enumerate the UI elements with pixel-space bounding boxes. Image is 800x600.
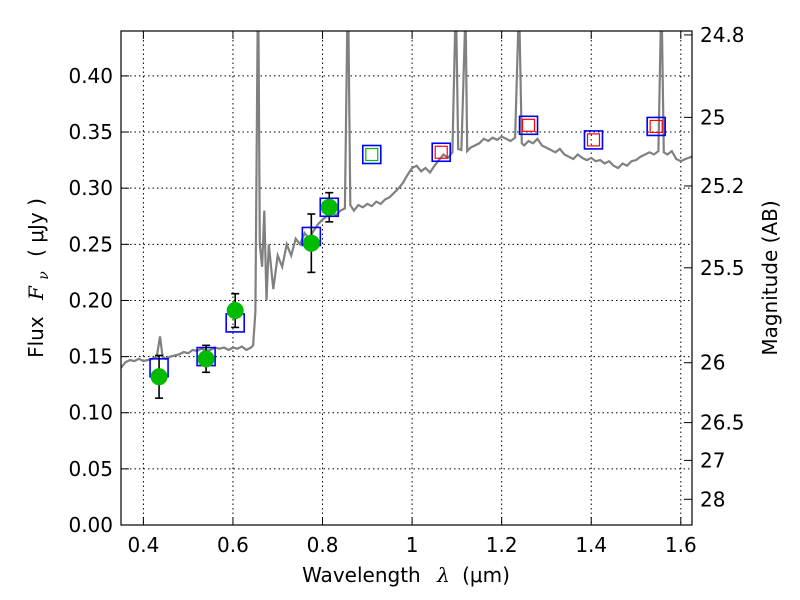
y-tick-label: 0.15 — [68, 345, 113, 369]
predicted-markers — [365, 118, 663, 162]
y2-tick-label: 26 — [700, 351, 725, 375]
y-axis-label-text: Flux — [24, 316, 48, 358]
y-tick-label: 0.10 — [68, 401, 113, 425]
y-tick-label: 0.05 — [68, 457, 113, 481]
y2-tick-label: 24.8 — [700, 23, 745, 47]
x-tick-label: 1.4 — [575, 533, 607, 557]
predicted-marker-box — [586, 133, 601, 147]
observed-point — [150, 368, 168, 386]
y2-tick-label: 28 — [700, 487, 725, 511]
grid — [121, 31, 692, 525]
plot-frame — [120, 30, 693, 526]
axis-ticks: 0.4 0.6 0.8 1 1.2 1.4 1.6 0.00 0.05 0.10 0.15 0.20 0… — [68, 23, 744, 557]
model-photometry-box — [583, 130, 604, 150]
y-tick-label: 0.00 — [68, 513, 113, 537]
y2-tick-label: 25.5 — [700, 256, 745, 280]
y2-tick-label: 25 — [700, 105, 725, 129]
x-tick-label: 1.2 — [486, 533, 518, 557]
y-tick-label: 0.35 — [68, 120, 113, 144]
x-axis-label-symbol: λ — [436, 563, 450, 587]
x-tick-label: 1.6 — [665, 533, 697, 557]
observed-point — [226, 302, 244, 320]
y-axis-title: Flux F ν ( μJy ) — [24, 198, 53, 358]
model-photometry-box — [518, 115, 539, 136]
observed-photometry — [150, 191, 338, 399]
y-axis-label-subscript: ν — [36, 271, 52, 280]
y-tick-label: 0.20 — [68, 288, 113, 312]
x-tick-label: 0.4 — [127, 533, 159, 557]
predicted-marker-box — [434, 145, 448, 159]
y-axis-label-symbol: F — [24, 285, 48, 301]
y2-tick-label: 27 — [700, 448, 725, 472]
y2-tick-label: 26.5 — [700, 411, 745, 435]
x-tick-label: 0.6 — [217, 533, 249, 557]
x-axis-label-unit: (μm) — [462, 563, 510, 587]
predicted-marker-box — [521, 118, 536, 132]
x-tick-label: 1 — [406, 533, 419, 557]
y-tick-label: 0.30 — [68, 176, 113, 200]
predicted-marker-box — [649, 119, 663, 134]
y-tick-label: 0.25 — [68, 232, 113, 256]
model-photometry-box — [431, 142, 452, 163]
plot-area — [121, 31, 692, 399]
predicted-marker-box — [365, 147, 379, 162]
x-axis-label-text: Wavelength — [302, 563, 421, 587]
model-spectrum-line — [121, 31, 692, 369]
x-axis-title: Wavelength λ (μm) — [302, 563, 510, 587]
y2-axis-title: Magnitude (AB) — [758, 200, 782, 355]
y-axis-label-unit: ( μJy ) — [24, 198, 48, 257]
y-tick-label: 0.40 — [68, 64, 113, 88]
observed-point — [302, 234, 320, 252]
model-photometry-box — [361, 144, 382, 165]
x-tick-label: 0.8 — [307, 533, 339, 557]
observed-point — [197, 350, 215, 368]
y2-tick-label: 25.2 — [700, 174, 745, 198]
model-photometry-box — [646, 116, 666, 137]
observed-point — [320, 198, 338, 216]
